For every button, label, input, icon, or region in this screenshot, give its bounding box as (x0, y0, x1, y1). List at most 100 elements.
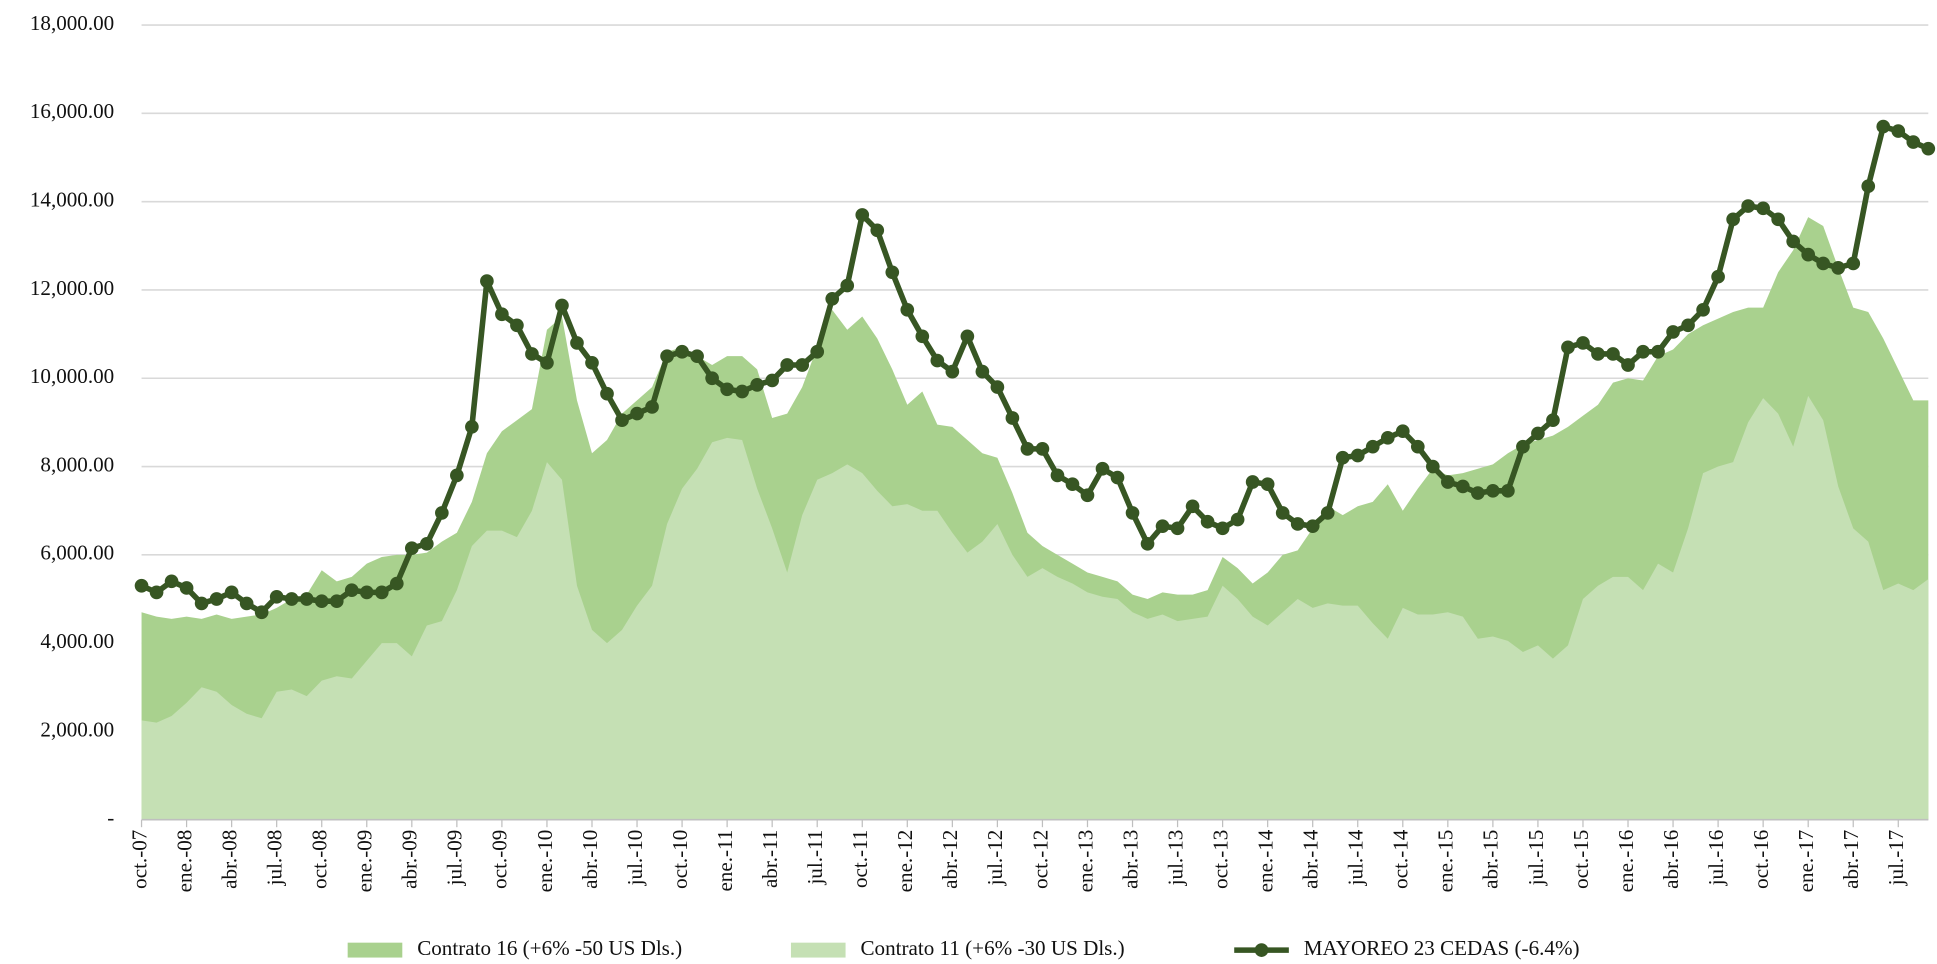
line-marker (1561, 340, 1575, 355)
line-marker (1591, 347, 1605, 361)
line-marker (1801, 247, 1816, 262)
line-marker (1756, 201, 1770, 216)
line-marker (1846, 256, 1861, 271)
line-marker (1215, 521, 1230, 536)
line-marker (1005, 411, 1020, 425)
line-marker (555, 298, 569, 313)
x-tick-label: jul.-13 (1163, 830, 1187, 887)
line-marker (645, 400, 659, 414)
legend-swatch (790, 942, 846, 958)
line-marker (660, 349, 674, 364)
line-marker (1651, 344, 1665, 359)
line-marker (1320, 506, 1335, 520)
line-marker (1786, 234, 1801, 249)
line-marker (1065, 477, 1080, 492)
line-marker (1831, 261, 1846, 275)
line-marker (1050, 468, 1065, 483)
x-tick-label: oct.-11 (848, 830, 872, 888)
line-marker (585, 355, 599, 370)
x-tick-label: abr.-08 (217, 830, 241, 889)
x-tick-label: oct.-10 (668, 830, 692, 889)
line-marker (630, 406, 644, 421)
legend-swatch (347, 942, 403, 958)
line-marker (1876, 119, 1891, 134)
x-tick-label: jul.-09 (443, 830, 467, 887)
line-marker (224, 585, 239, 600)
line-marker (1606, 347, 1620, 361)
line-marker (735, 384, 749, 399)
y-tick-label: 14,000.00 (30, 188, 114, 212)
x-tick-label: ene.-10 (533, 830, 557, 893)
line-marker (1681, 318, 1695, 333)
line-marker (344, 583, 359, 597)
line-marker (1095, 461, 1110, 476)
line-marker (510, 318, 524, 333)
x-tick-label: abr.-11 (758, 830, 782, 888)
line-marker (1260, 477, 1275, 492)
line-marker (314, 594, 329, 609)
x-tick-label: oct.-16 (1749, 830, 1773, 889)
line-marker (209, 592, 224, 606)
line-marker (1441, 475, 1455, 489)
line-marker (239, 596, 254, 611)
line-marker (930, 353, 945, 368)
line-marker (149, 585, 164, 600)
line-marker (690, 349, 704, 364)
y-tick-label: 4,000.00 (40, 629, 114, 653)
x-tick-label: ene.-17 (1794, 830, 1818, 893)
x-tick-label: jul.-12 (983, 830, 1007, 887)
x-tick-label: ene.-11 (713, 830, 737, 892)
line-marker (600, 386, 614, 401)
line-marker (269, 589, 284, 604)
line-marker (1636, 344, 1650, 359)
x-tick-label: abr.-09 (398, 830, 422, 889)
line-marker (810, 344, 825, 359)
x-tick-label: jul.-17 (1884, 830, 1908, 887)
x-tick-label: abr.-16 (1659, 830, 1683, 889)
legend-label: MAYOREO 23 CEDAS (-6.4%) (1304, 936, 1580, 960)
line-marker (1546, 413, 1560, 428)
x-tick-label: ene.-12 (893, 830, 917, 893)
line-marker (1471, 486, 1485, 500)
line-marker (885, 265, 900, 280)
line-marker (164, 574, 179, 589)
y-tick-label: 2,000.00 (40, 717, 114, 741)
line-marker (1906, 135, 1921, 149)
line-marker (1531, 426, 1545, 441)
y-tick-label: 12,000.00 (30, 276, 114, 300)
line-marker (1035, 442, 1050, 456)
line-marker (900, 302, 915, 317)
legend-marker (1254, 943, 1269, 957)
x-tick-label: ene.-16 (1614, 830, 1638, 893)
x-tick-label: jul.-10 (623, 830, 647, 887)
line-marker (1861, 179, 1876, 194)
line-marker (179, 581, 194, 595)
line-marker (1395, 424, 1410, 439)
line-marker (1020, 442, 1035, 456)
line-marker (1230, 512, 1245, 527)
line-marker (1501, 484, 1515, 498)
line-marker (254, 605, 269, 620)
line-marker (1696, 302, 1710, 317)
x-tick-label: abr.-14 (1299, 829, 1323, 889)
area (141, 395, 1929, 820)
line-marker (780, 358, 795, 372)
line-marker (1666, 325, 1680, 339)
line-marker (1185, 499, 1200, 514)
line-marker (134, 578, 149, 593)
x-tick-label: oct.-08 (308, 830, 332, 889)
line-marker (870, 223, 885, 238)
x-tick-label: ene.-09 (353, 830, 377, 893)
x-tick-label: oct.-13 (1208, 830, 1232, 889)
line-marker (1170, 521, 1185, 536)
line-marker (1245, 475, 1260, 489)
line-marker (705, 371, 719, 386)
line-marker (765, 373, 779, 388)
y-tick-label: 10,000.00 (30, 364, 114, 388)
line-marker (1711, 269, 1725, 284)
line-marker (1741, 199, 1755, 213)
line-marker (1516, 439, 1530, 454)
line-marker (840, 278, 855, 293)
line-marker (1140, 536, 1155, 551)
